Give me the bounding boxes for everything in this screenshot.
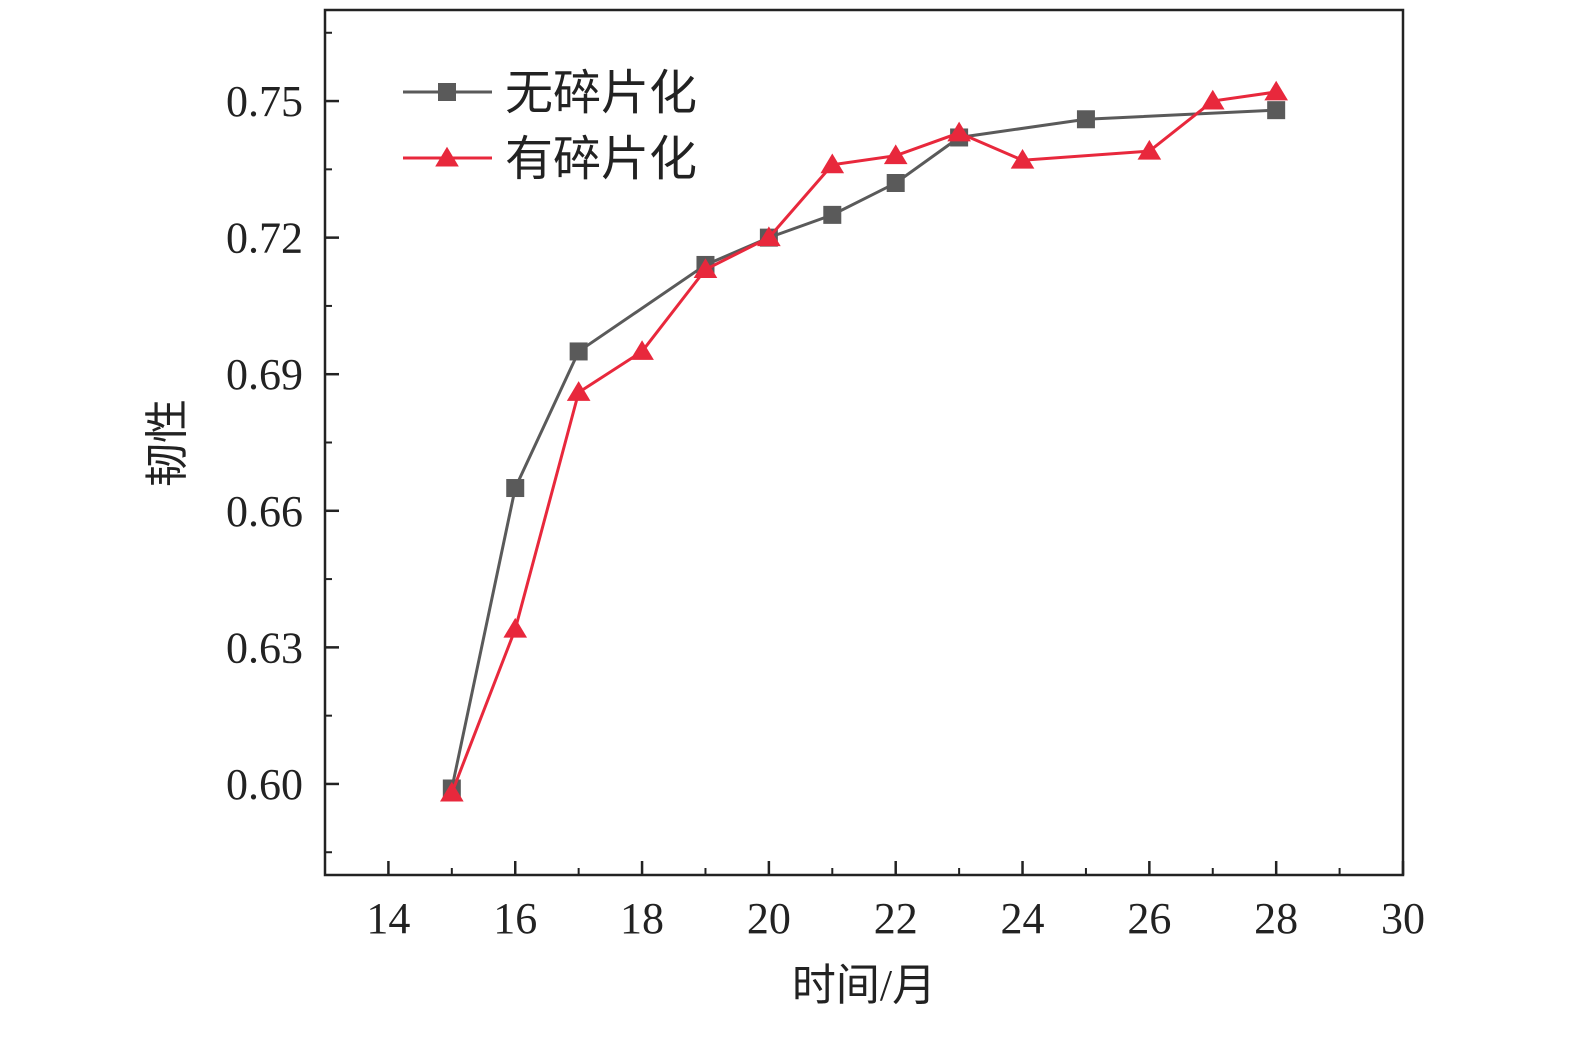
data-point-triangle [630,340,654,360]
x-tick-label: 24 [1001,894,1045,943]
data-point-square [823,205,842,224]
data-point-triangle [503,617,528,638]
data-point-triangle [693,258,718,278]
x-tick-label: 28 [1254,894,1298,943]
y-tick-label: 0.72 [226,214,303,263]
data-point-triangle [947,121,971,142]
data-point-triangle [440,781,464,802]
data-point-square [438,83,456,101]
plot-frame [323,8,1405,877]
y-tick-label: 0.69 [226,350,303,399]
axis-ticks: 14 16 18 20 22 24 26 28 30 0.60 0.63 0.66 0.69 0.72 0.… [226,31,1425,943]
data-point-triangle [1137,139,1162,160]
data-point-square [569,342,588,361]
data-point-triangle [435,146,459,167]
series-group [440,80,1288,802]
legend-label: 有碎片化 [505,133,697,186]
series-line [450,108,1277,789]
y-axis-label: 韧性 [143,399,192,487]
y-tick-label: 0.60 [226,760,303,809]
y-tick-label: 0.66 [226,487,303,536]
data-point-triangle [757,226,781,247]
x-tick-label: 16 [493,894,537,943]
data-point-square [1267,101,1286,120]
series-line [450,90,1277,794]
x-tick-label: 20 [747,894,791,943]
data-point-triangle [1264,80,1288,101]
x-axis-label: 时间/月 [792,961,936,1010]
legend-label: 无碎片化 [505,67,697,120]
y-tick-label: 0.63 [226,623,303,672]
x-tick-label: 18 [620,894,664,943]
data-point-square [1076,110,1095,129]
x-tick-label: 30 [1381,894,1425,943]
data-point-triangle [566,381,591,401]
y-tick-label: 0.75 [226,77,303,126]
data-point-square [506,479,525,498]
data-point-square [886,174,905,192]
data-point-triangle [883,144,908,165]
x-tick-label: 14 [366,894,410,943]
x-tick-label: 26 [1127,894,1171,943]
data-point-triangle [820,153,845,174]
data-point-triangle [1200,89,1225,110]
x-tick-label: 22 [874,894,918,943]
data-point-triangle [1010,148,1035,169]
